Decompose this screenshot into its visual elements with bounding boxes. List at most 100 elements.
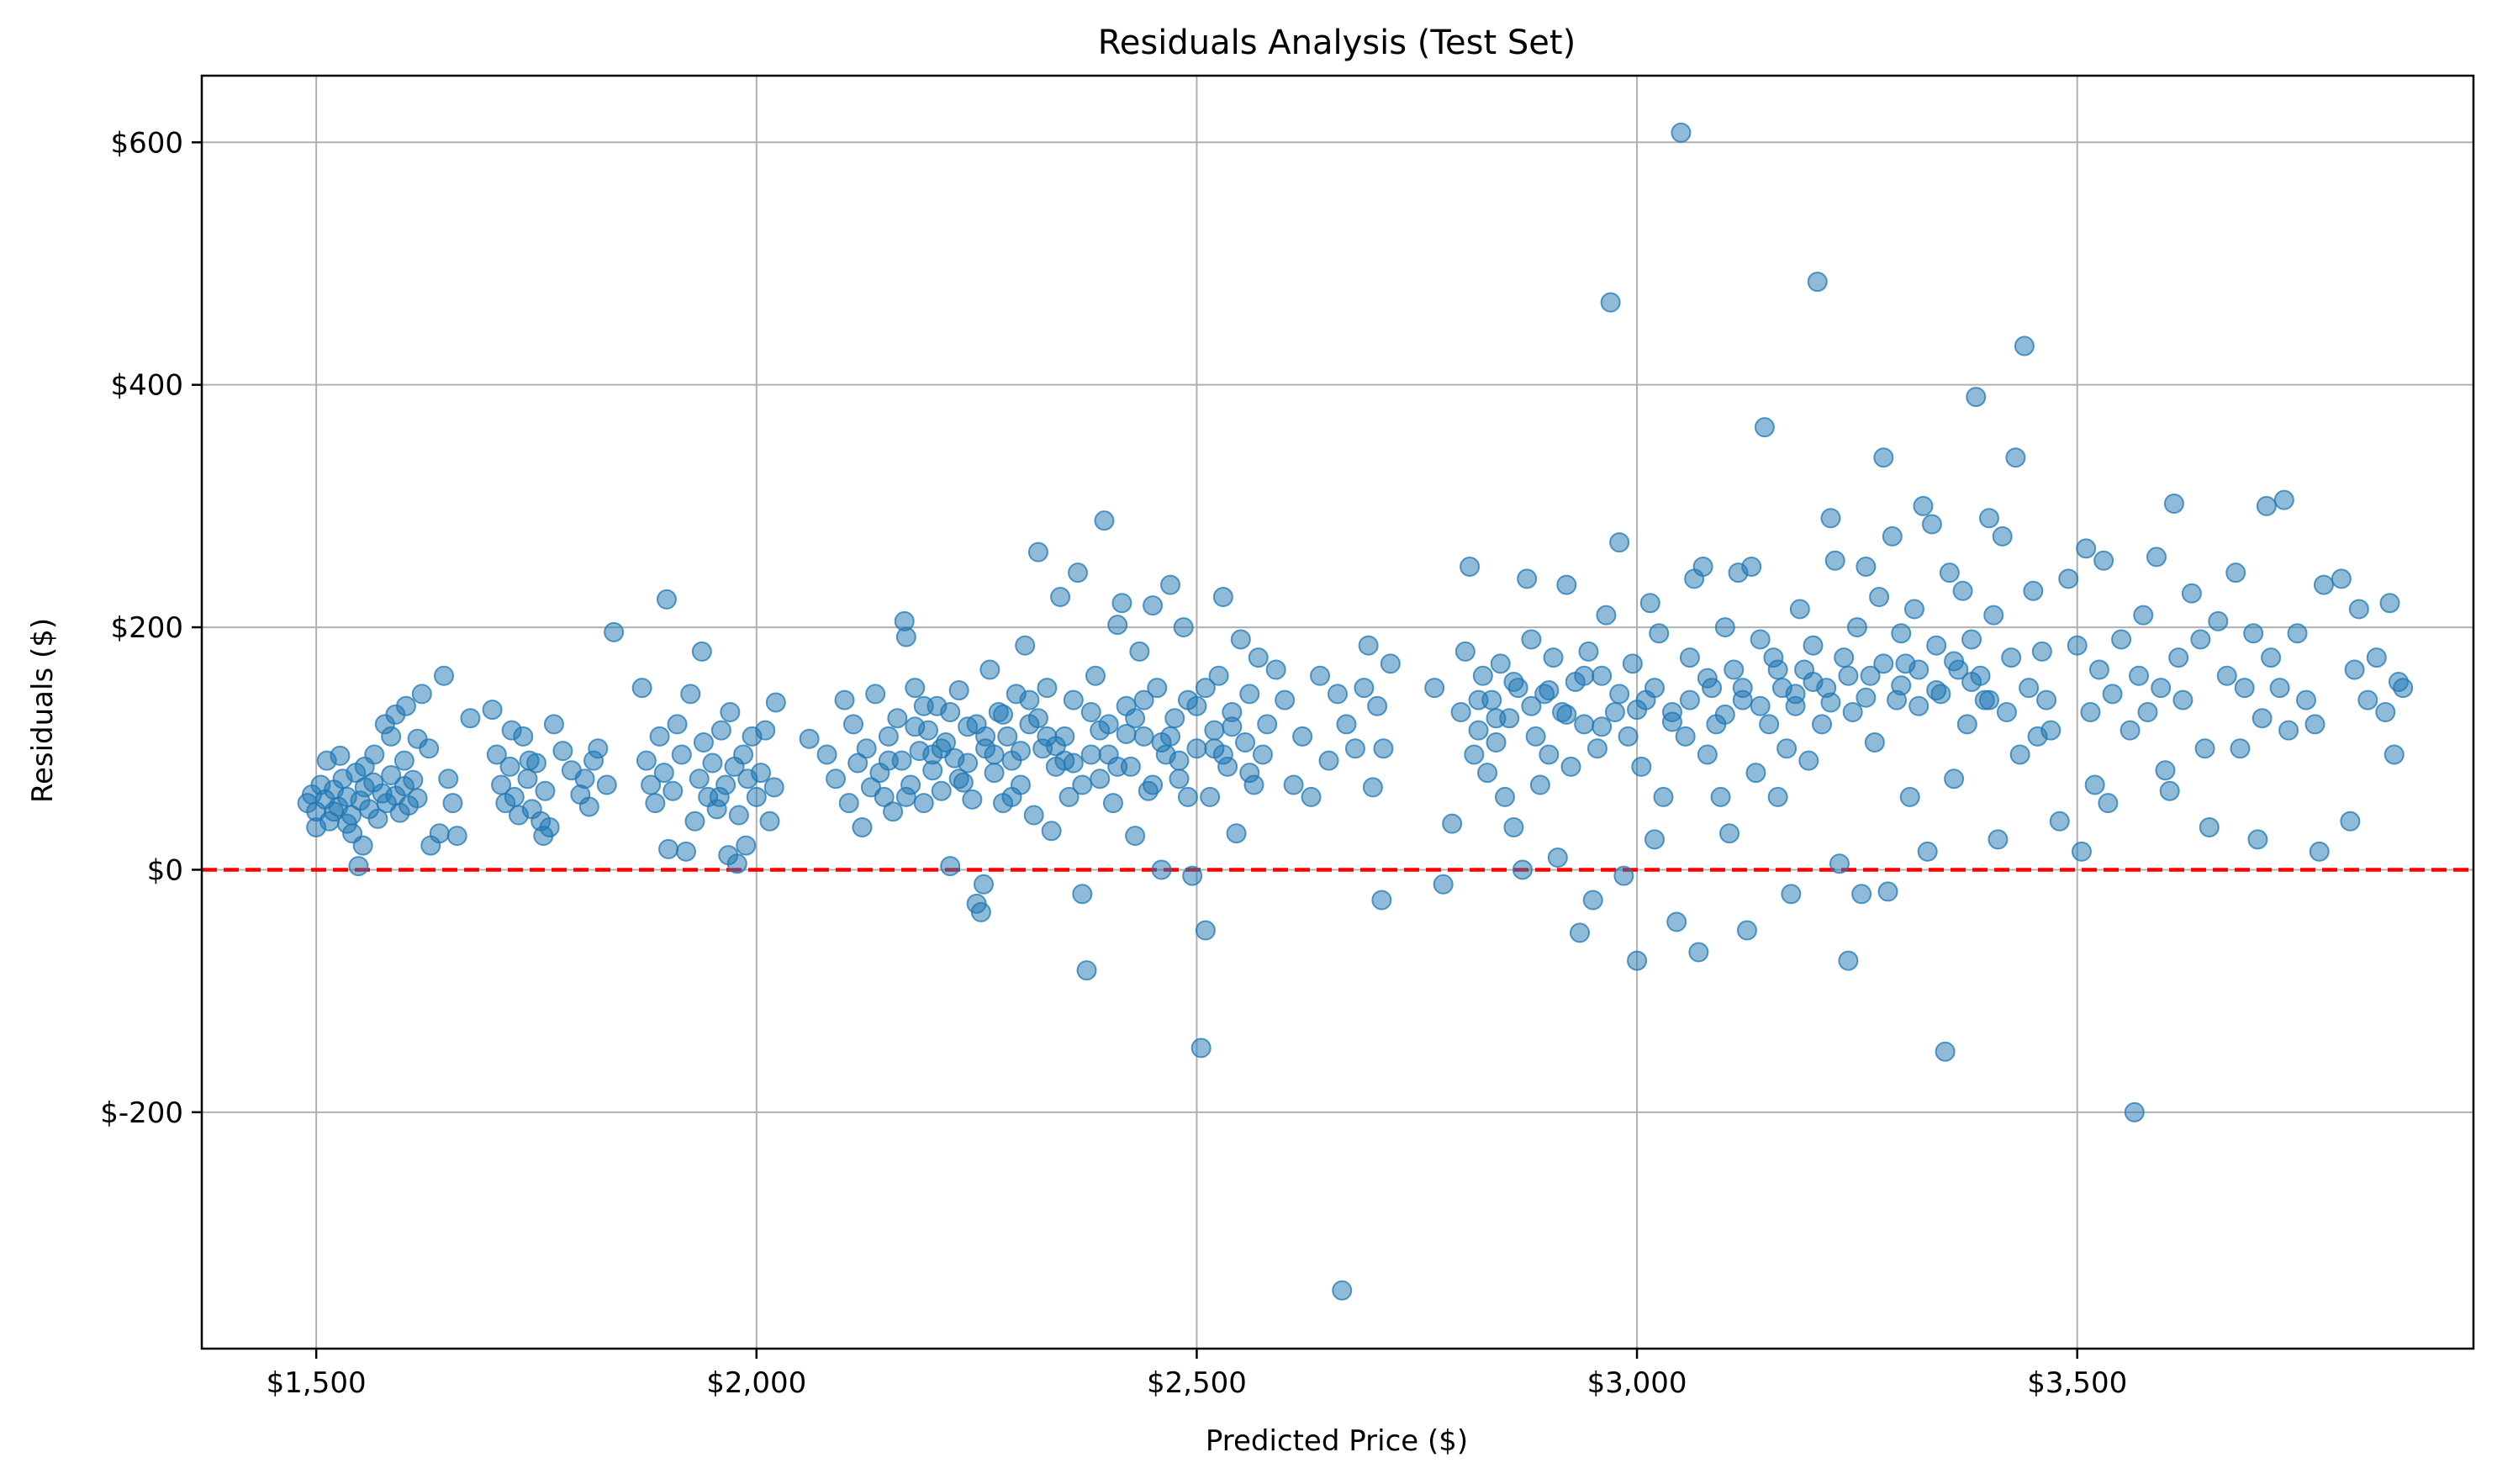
residual-point <box>429 823 450 844</box>
residual-point <box>1332 1280 1353 1301</box>
residual-point <box>1107 756 1128 777</box>
residual-point <box>1230 629 1251 650</box>
residual-point <box>2049 811 2070 832</box>
residual-point <box>1173 617 1194 638</box>
residual-point <box>1539 744 1560 765</box>
residual-point <box>2133 605 2154 626</box>
residual-point <box>1503 671 1524 692</box>
residual-point <box>482 700 503 721</box>
residual-point <box>381 764 402 785</box>
residual-point <box>1472 665 1493 686</box>
residual-point <box>1151 859 1172 880</box>
residual-point <box>905 678 926 699</box>
residual-point <box>1539 680 1560 701</box>
residual-point <box>1195 678 1216 699</box>
residual-point <box>852 816 873 837</box>
residual-point <box>2129 665 2150 686</box>
residual-point <box>2076 538 2097 559</box>
residual-point <box>970 901 991 922</box>
chart-title: Residuals Analysis (Test Set) <box>1098 24 1576 62</box>
residual-point <box>1908 695 1930 716</box>
residual-point <box>728 805 749 826</box>
residual-point <box>306 816 327 837</box>
residual-point <box>958 753 979 774</box>
residual-point <box>1851 884 1872 905</box>
residual-point <box>1310 665 1331 686</box>
residual-point <box>1556 704 1577 725</box>
residual-point <box>1908 659 1930 680</box>
residual-point <box>2098 793 2119 814</box>
residual-point <box>2208 610 2229 631</box>
residual-point <box>1525 726 1546 747</box>
residual-point <box>931 780 952 801</box>
residual-point <box>411 684 432 705</box>
residual-point <box>2093 550 2114 571</box>
residual-point <box>1921 514 1942 535</box>
residual-point <box>702 753 723 774</box>
residual-point <box>1714 617 1735 638</box>
residual-point <box>966 714 987 735</box>
residual-point <box>1926 635 1947 656</box>
residual-point <box>1235 732 1256 753</box>
residual-point <box>393 750 414 771</box>
residual-point <box>1200 786 1221 807</box>
residual-point <box>486 744 507 765</box>
residual-point <box>1226 823 1247 844</box>
residual-point <box>1834 647 1855 668</box>
residual-point <box>1182 865 1203 886</box>
residual-point <box>1596 605 1617 626</box>
residual-point <box>645 793 666 814</box>
residual-point <box>656 589 677 610</box>
residual-point <box>1529 774 1550 795</box>
residual-point <box>2040 720 2061 741</box>
residual-point <box>1714 704 1735 725</box>
residual-point <box>1111 593 1132 614</box>
residual-point <box>1433 874 1454 895</box>
residual-point <box>1767 659 1788 680</box>
residual-point <box>1639 593 1660 614</box>
residual-point <box>501 720 522 741</box>
residual-point <box>1829 853 1850 874</box>
residual-point <box>1750 629 1771 650</box>
residual-point <box>1586 738 1607 759</box>
residual-point <box>887 708 908 729</box>
residual-point <box>1076 960 1097 981</box>
residual-point <box>1133 726 1154 747</box>
residual-point <box>434 665 455 686</box>
residual-point <box>1574 714 1595 735</box>
residual-point <box>519 750 540 771</box>
residual-point <box>1468 689 1489 710</box>
residual-point <box>588 738 609 759</box>
residual-point <box>2009 744 2030 765</box>
residual-point <box>2172 689 2193 710</box>
residual-point <box>1860 665 1881 686</box>
residual-point <box>1085 665 1106 686</box>
residual-point <box>1812 714 1833 735</box>
residual-point <box>649 726 670 747</box>
residual-point <box>865 684 886 705</box>
residual-point <box>1618 726 1639 747</box>
residual-point <box>1468 720 1489 741</box>
residual-point <box>354 756 375 777</box>
residual-point <box>2199 816 2220 837</box>
residual-point <box>1116 723 1137 744</box>
residual-point <box>2194 738 2215 759</box>
residual-point <box>709 786 730 807</box>
residual-point <box>878 726 899 747</box>
residual-point <box>324 801 345 822</box>
residual-point <box>1010 741 1031 762</box>
residual-point <box>2159 780 2180 801</box>
residual-point <box>2120 720 2141 741</box>
residual-point <box>710 720 731 741</box>
residual-point <box>2058 568 2079 589</box>
residual-point <box>1517 568 1538 589</box>
residual-point <box>2273 489 2294 510</box>
residual-point <box>1856 556 1877 577</box>
residual-point <box>1582 890 1603 911</box>
residual-point <box>636 750 657 771</box>
residual-point <box>1891 675 1912 696</box>
residual-point <box>1543 647 1564 668</box>
axis-ticks: $1,500 $2,000 $2,500 $3,000 $3,500 $600 $400 $2… <box>100 126 2127 1400</box>
residual-point <box>1239 763 1260 784</box>
residual-point <box>1903 599 1924 620</box>
